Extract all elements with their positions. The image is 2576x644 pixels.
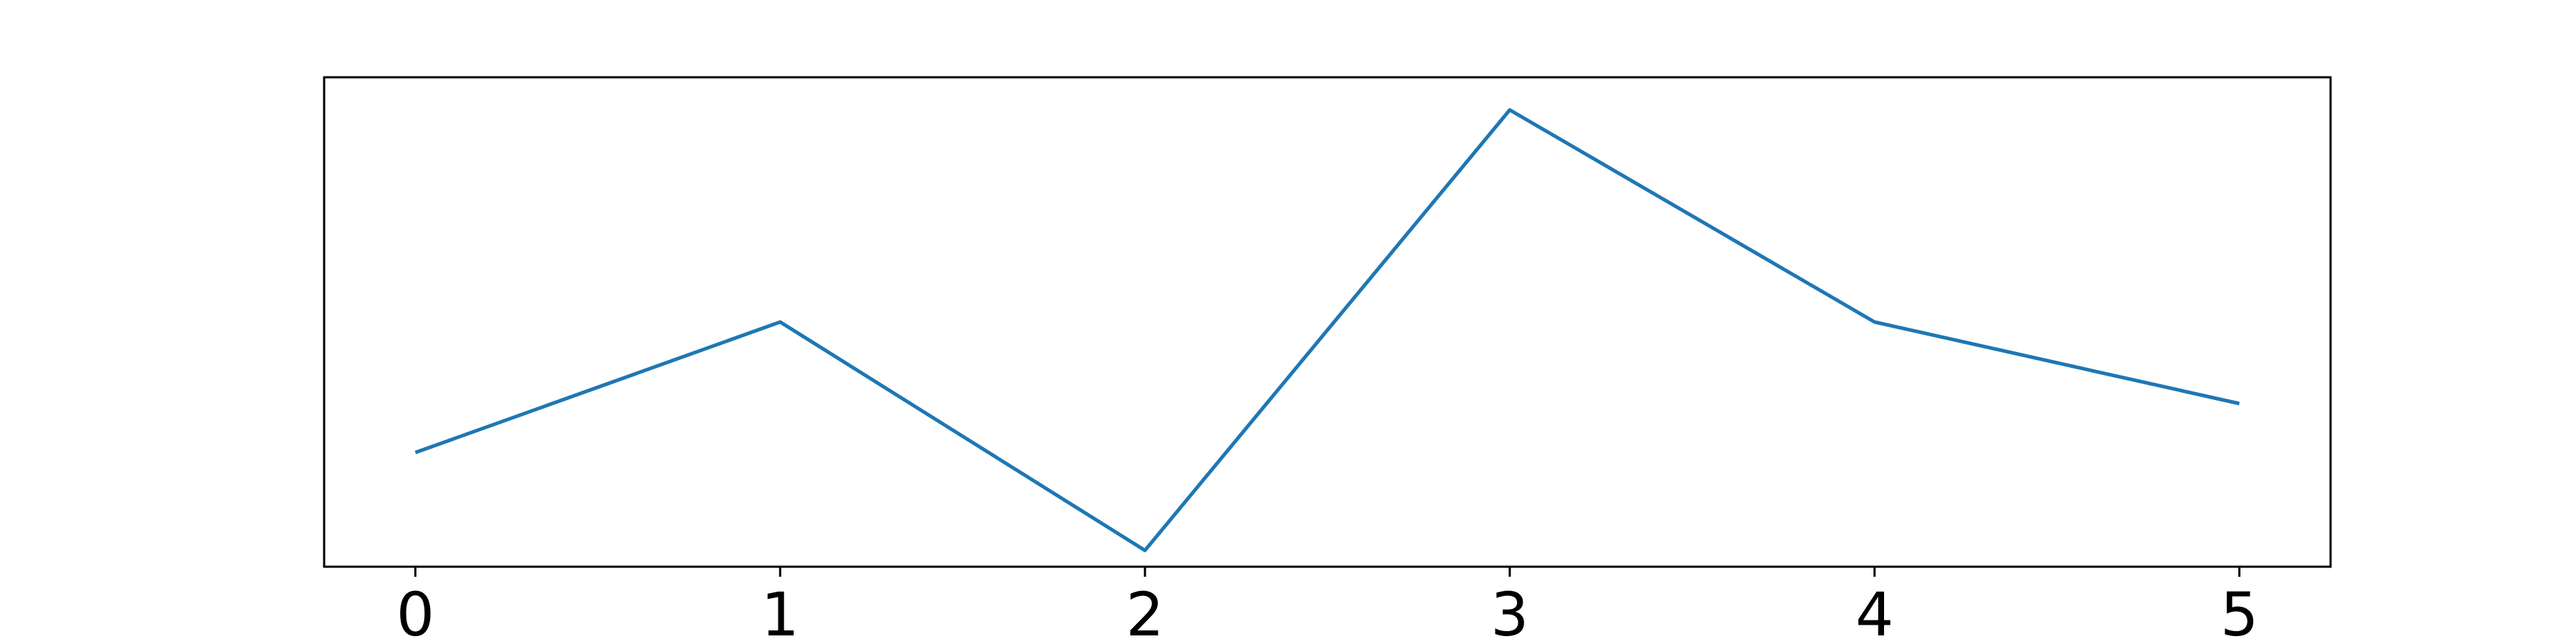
x-tick-label: 3 — [1491, 580, 1528, 644]
x-tick-label: 1 — [761, 580, 799, 644]
series-line-0 — [414, 108, 2240, 552]
series-layer — [414, 108, 2240, 552]
x-tick-label: 5 — [2220, 580, 2258, 644]
plot-background — [324, 77, 2331, 567]
x-axis: 0 1 2 3 4 5 — [396, 567, 2258, 644]
x-tick-label: 4 — [1855, 580, 1893, 644]
x-tick-label: 2 — [1126, 580, 1163, 644]
x-tick-label: 0 — [396, 580, 434, 644]
plot-frame — [323, 76, 2332, 568]
